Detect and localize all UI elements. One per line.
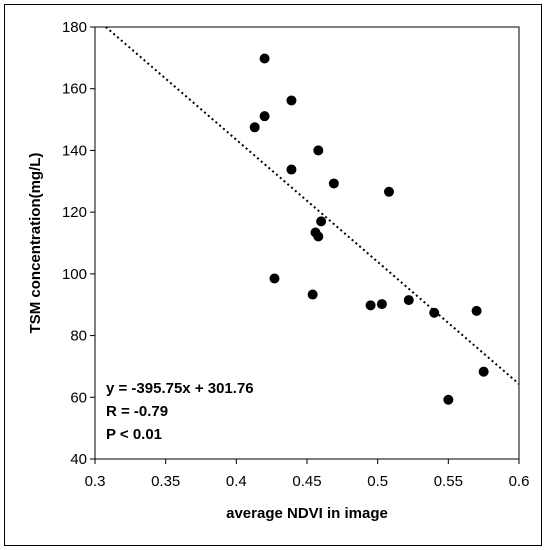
trend-line — [105, 26, 520, 385]
x-tick-label: 0.55 — [434, 473, 463, 490]
p-annotation: P < 0.01 — [106, 426, 162, 443]
data-point — [316, 216, 327, 227]
y-tick-label: 140 — [62, 142, 87, 159]
equation-annotation: y = -395.75x + 301.76 — [106, 380, 254, 397]
y-axis-title: TSM concentration(mg/L) — [27, 153, 44, 334]
x-tick-label: 0.45 — [292, 473, 321, 490]
data-point — [478, 366, 489, 377]
x-axis: 0.3 0.35 0.4 0.45 0.5 0.55 0.6 — [85, 459, 530, 490]
data-points — [249, 53, 489, 405]
y-tick-label: 80 — [70, 328, 87, 345]
data-point — [269, 273, 280, 284]
x-tick-label: 0.6 — [509, 473, 530, 490]
data-point — [313, 145, 324, 156]
y-tick-label: 40 — [70, 451, 87, 468]
y-tick-label: 60 — [70, 389, 87, 406]
data-point — [286, 95, 297, 106]
data-point — [259, 53, 270, 64]
x-tick-label: 0.4 — [226, 473, 247, 490]
x-tick-label: 0.35 — [151, 473, 180, 490]
x-axis-title: average NDVI in image — [226, 505, 388, 522]
y-tick-label: 100 — [62, 266, 87, 283]
x-tick-label: 0.3 — [85, 473, 106, 490]
y-tick-label: 120 — [62, 204, 87, 221]
data-point — [307, 289, 318, 300]
data-point — [376, 299, 387, 310]
data-point — [313, 231, 324, 242]
data-point — [443, 394, 454, 405]
data-point — [259, 111, 270, 122]
data-point — [403, 295, 414, 306]
y-tick-label: 180 — [62, 19, 87, 36]
data-point — [249, 122, 260, 133]
data-point — [328, 178, 339, 189]
data-point — [429, 307, 440, 318]
y-axis: 40 60 80 100 120 140 160 180 — [62, 19, 95, 468]
y-tick-label: 160 — [62, 81, 87, 98]
data-point — [471, 305, 482, 316]
data-point — [286, 164, 297, 175]
data-point — [365, 300, 376, 311]
r-annotation: R = -0.79 — [106, 403, 168, 420]
data-point — [383, 186, 394, 197]
x-tick-label: 0.5 — [367, 473, 388, 490]
